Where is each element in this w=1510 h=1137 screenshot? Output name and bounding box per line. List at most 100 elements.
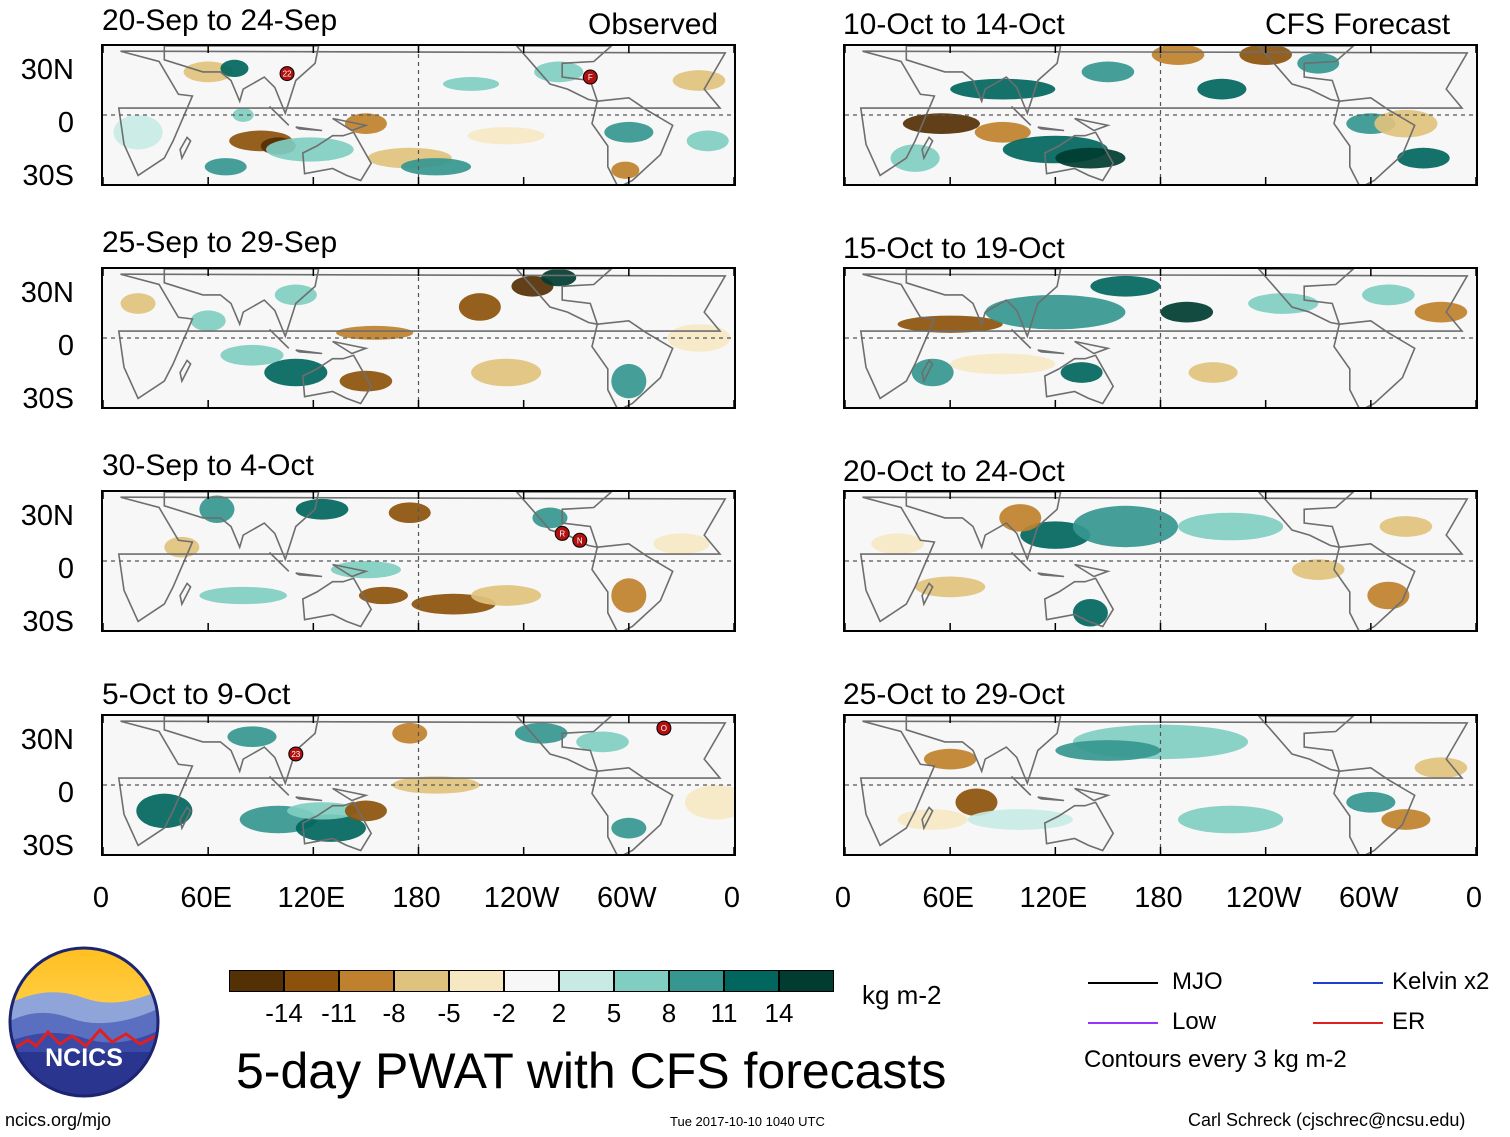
coastline — [1010, 105, 1032, 126]
pwat-anomaly — [1397, 147, 1450, 169]
coastline — [1333, 542, 1416, 630]
pwat-anomaly — [467, 127, 545, 145]
coastline — [905, 716, 1062, 786]
pwat-map: 23 O — [103, 716, 734, 854]
pwat-anomaly — [1381, 809, 1431, 830]
legend-er-label: ER — [1392, 1008, 1426, 1035]
lat-tick-label: 30S — [22, 606, 74, 638]
coastline — [515, 492, 613, 549]
lat-tick-label: 0 — [57, 777, 74, 809]
lon-tick-label: 0 — [723, 882, 741, 914]
tropical-cyclone-marker[interactable]: 22 — [279, 66, 295, 82]
pwat-anomaly — [227, 726, 277, 748]
lat-tick-label: 0 — [57, 330, 74, 362]
pwat-anomaly — [1346, 791, 1396, 813]
tropical-cyclone-marker[interactable]: F — [582, 69, 598, 85]
pwat-anomaly — [923, 748, 977, 770]
pwat-anomaly — [534, 61, 584, 83]
legend-mjo-line — [1088, 982, 1158, 984]
panel-title-obs-2: 25-Sep to 29-Sep — [102, 226, 338, 259]
storm-label: 23 — [291, 750, 300, 759]
colorbar-swatch — [339, 970, 394, 992]
lon-tick-label: 120W — [483, 882, 560, 914]
pwat-anomaly — [897, 315, 1003, 333]
pwat-anomaly — [190, 310, 226, 332]
coastline — [1333, 766, 1416, 854]
footer-url[interactable]: ncics.org/mjo — [5, 1110, 112, 1130]
colorbar-tick-label: 5 — [606, 998, 622, 1028]
panel-title-fc-3: 20-Oct to 24-Oct — [843, 455, 1065, 488]
pwat-anomaly — [1239, 46, 1292, 65]
coastline — [117, 273, 727, 400]
lat-tick-label: 30N — [20, 500, 74, 532]
coastline — [179, 136, 192, 161]
observed-label: Observed — [588, 8, 719, 41]
coastline — [591, 542, 674, 630]
tropical-cyclone-marker[interactable]: N — [572, 532, 588, 548]
pwat-anomaly — [471, 358, 542, 387]
coastline — [268, 551, 290, 572]
coastline — [1037, 349, 1065, 355]
coastline — [921, 359, 934, 384]
tropical-cyclone-marker[interactable]: R — [554, 525, 570, 541]
coastline — [515, 716, 613, 773]
pwat-anomaly — [1362, 284, 1415, 306]
logo-text: NCICS — [45, 1044, 123, 1072]
coastline — [1043, 801, 1115, 852]
tropical-cyclone-marker[interactable]: 23 — [288, 746, 304, 762]
colorbar-swatch — [394, 970, 449, 992]
colorbar-tick-label: 8 — [661, 998, 677, 1028]
coastline — [1074, 787, 1111, 802]
coastline — [1010, 775, 1032, 796]
ncics-logo[interactable]: NCICS — [8, 946, 160, 1098]
panel-title-fc-2: 15-Oct to 19-Oct — [843, 232, 1065, 265]
lat-tick-label: 30S — [22, 160, 74, 192]
colorbar-tick-label: -5 — [437, 998, 461, 1028]
map-panel-fc-4 — [843, 714, 1478, 856]
map-panel-fc-2 — [843, 267, 1478, 409]
panel-title-obs-4: 5-Oct to 9-Oct — [102, 678, 291, 711]
pwat-anomaly — [336, 325, 414, 340]
coastline — [301, 131, 373, 182]
coastline — [1043, 354, 1115, 405]
map-panel-fc-3 — [843, 490, 1478, 632]
pwat-anomaly — [514, 722, 568, 744]
storm-label: N — [577, 536, 583, 545]
coastline — [1074, 563, 1111, 578]
colorbar-swatch — [614, 970, 669, 992]
pwat-anomaly — [392, 722, 428, 744]
coastline — [1037, 572, 1065, 578]
legend-kelvin-line — [1313, 982, 1383, 984]
cfs-forecast-label: CFS Forecast — [1265, 8, 1451, 41]
footer-timestamp: Tue 2017-10-10 1040 UTC — [670, 1114, 825, 1129]
colorbar-swatch — [449, 970, 504, 992]
coastline — [591, 766, 674, 854]
coastline — [332, 787, 369, 802]
coastline — [905, 492, 1062, 562]
coastline — [332, 117, 369, 132]
coastline — [1333, 96, 1416, 184]
lon-tick-label: 60W — [1339, 882, 1399, 914]
storm-label: 22 — [283, 70, 292, 79]
panel-title-fc-1: 10-Oct to 14-Oct — [843, 8, 1065, 41]
lat-tick-label: 30S — [22, 383, 74, 415]
coastline — [295, 349, 323, 355]
pwat-anomaly — [392, 776, 480, 794]
coastline — [1010, 551, 1032, 572]
lat-tick-label: 0 — [57, 553, 74, 585]
coastline — [591, 96, 674, 184]
coastline — [1037, 126, 1065, 132]
pwat-anomaly — [576, 731, 629, 753]
storm-label: F — [588, 73, 593, 82]
lat-tick-label: 30N — [20, 54, 74, 86]
pwat-anomaly — [113, 115, 163, 150]
tropical-cyclone-marker[interactable]: O — [656, 720, 672, 736]
pwat-anomaly — [1081, 61, 1135, 83]
coastline — [295, 572, 323, 578]
lat-tick-label: 30S — [22, 830, 74, 862]
pwat-anomaly — [358, 586, 408, 605]
pwat-anomaly — [890, 144, 940, 172]
coastline — [921, 806, 934, 831]
pwat-anomaly — [686, 130, 729, 152]
legend-kelvin-label: Kelvin x2 — [1392, 968, 1490, 995]
